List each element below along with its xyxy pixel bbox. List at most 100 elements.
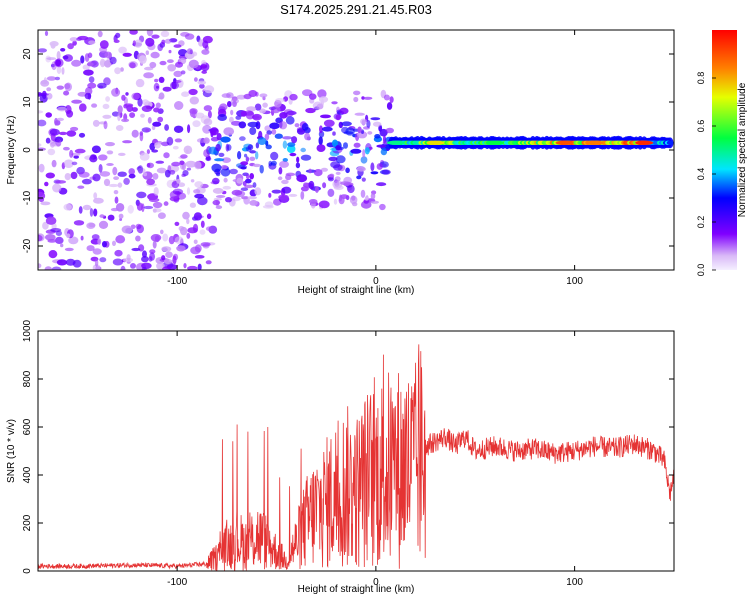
spectrogram-noise-blob bbox=[69, 149, 74, 158]
spectrogram-noise-blob bbox=[176, 245, 186, 252]
spectrogram-noise-blob bbox=[115, 125, 124, 131]
spectrogram-noise-blob bbox=[198, 39, 204, 47]
spectrogram-noise-blob bbox=[92, 173, 101, 182]
spectrogram-noise-blob bbox=[288, 193, 298, 197]
spectrogram-noise-blob bbox=[335, 145, 341, 151]
spectrogram-noise-blob bbox=[199, 83, 205, 89]
spectrogram-noise-blob bbox=[220, 167, 231, 177]
spectrogram-noise-blob bbox=[60, 243, 64, 248]
spectrogram-noise-blob bbox=[45, 112, 52, 118]
spectrogram-noise-blob bbox=[117, 171, 127, 177]
spectrogram-noise-blob bbox=[353, 142, 361, 148]
spectrogram-noise-blob bbox=[86, 222, 96, 229]
spectrogram-noise-blob bbox=[102, 114, 112, 119]
spectrogram-noise-blob bbox=[282, 140, 288, 149]
spectrogram-noise-blob bbox=[189, 202, 196, 208]
spectrogram-noise-blob bbox=[222, 185, 232, 190]
spectrogram-noise-blob bbox=[93, 197, 104, 204]
spectrogram-noise-blob bbox=[308, 180, 315, 190]
spectrogram-noise-blob bbox=[52, 183, 62, 193]
spectrogram-noise-blob bbox=[88, 76, 95, 83]
spectrogram-noise-blob bbox=[155, 102, 161, 109]
spectrogram-noise-blob bbox=[114, 196, 119, 204]
spectrogram-noise-blob bbox=[126, 254, 131, 262]
spectrogram-noise-blob bbox=[106, 150, 114, 155]
spectrogram-noise-blob bbox=[332, 139, 338, 147]
spectrogram-noise-blob bbox=[374, 134, 381, 139]
spectrogram-noise-blob bbox=[319, 125, 323, 134]
spectrogram-noise-blob bbox=[202, 40, 209, 49]
spectrogram-noise-blob bbox=[343, 131, 354, 135]
spectrogram-ridge-peak bbox=[486, 140, 505, 145]
spectrogram-noise-blob bbox=[131, 247, 141, 252]
spectrogram-noise-blob bbox=[229, 116, 234, 123]
spectrogram-noise-blob bbox=[67, 43, 74, 50]
spectrogram-noise-blob bbox=[338, 196, 345, 205]
spectrogram-noise-blob bbox=[92, 119, 100, 127]
spectrogram-noise-blob bbox=[206, 213, 212, 220]
spectrogram-noise-blob bbox=[264, 125, 271, 132]
spectrogram-noise-blob bbox=[122, 140, 133, 144]
spectrogram-noise-blob bbox=[62, 55, 69, 60]
spectrogram-noise-blob bbox=[70, 171, 78, 180]
spectrogram-noise-blob bbox=[255, 91, 259, 97]
spectrogram-noise-blob bbox=[194, 181, 204, 188]
spectrogram-noise-blob bbox=[152, 208, 157, 213]
spectrogram-noise-blob bbox=[320, 114, 331, 119]
spectrogram-noise-blob bbox=[55, 180, 67, 184]
spectrogram-noise-blob bbox=[78, 132, 86, 138]
spectrogram-noise-blob bbox=[129, 30, 138, 35]
spectrogram-noise-blob bbox=[98, 220, 109, 229]
spectrogram-noise-blob bbox=[112, 166, 118, 176]
spectrogram-noise-blob bbox=[197, 263, 202, 270]
spectrogram-noise-blob bbox=[214, 158, 225, 162]
spectrogram-noise-blob bbox=[174, 236, 184, 244]
spectrogram-ridge-core bbox=[666, 140, 674, 145]
spectrogram-noise-blob bbox=[226, 144, 232, 151]
spectrogram-noise-blob bbox=[152, 173, 159, 180]
spectrogram-noise-blob bbox=[129, 112, 136, 118]
spectrogram-noise-blob bbox=[341, 121, 352, 127]
spectrogram-noise-blob bbox=[187, 265, 198, 270]
spectrogram-noise-blob bbox=[187, 124, 191, 134]
spectrogram-noise-blob bbox=[242, 181, 247, 186]
spectrogram-noise-blob bbox=[64, 247, 74, 252]
spectrogram-noise-blob bbox=[86, 245, 95, 252]
snr-frame bbox=[37, 330, 675, 572]
spectrogram-noise-blob bbox=[146, 30, 153, 37]
spectrogram-noise-blob bbox=[333, 164, 343, 171]
spectrogram-noise-blob bbox=[204, 85, 215, 94]
spectrogram-noise-blob bbox=[180, 226, 188, 236]
spectrogram-ridge-peak bbox=[555, 140, 574, 145]
spectrogram-noise-blob bbox=[143, 205, 154, 210]
spectrogram-noise-blob bbox=[364, 147, 370, 155]
spectrogram-noise-blob bbox=[286, 110, 297, 116]
spectrogram-noise-blob bbox=[370, 193, 376, 200]
spectrogram-noise-blob bbox=[130, 263, 136, 269]
spectrogram-noise-blob bbox=[92, 264, 101, 270]
x-tick-label: 100 bbox=[566, 577, 583, 588]
spectrogram-noise-blob bbox=[118, 152, 126, 156]
spectrogram-noise-blob bbox=[161, 246, 172, 252]
spectrogram-noise-blob bbox=[349, 195, 358, 205]
spectrogram-noise-blob bbox=[271, 128, 277, 135]
spectrogram-noise-blob bbox=[240, 161, 249, 166]
spectrogram-noise-blob bbox=[63, 203, 72, 211]
spectrogram-noise-blob bbox=[45, 137, 51, 144]
spectrogram-noise-blob bbox=[350, 148, 362, 154]
spectrogram-noise-blob bbox=[360, 200, 372, 209]
spectrogram-noise-blob bbox=[108, 183, 119, 188]
spectrogram-noise-blob bbox=[102, 103, 110, 110]
spectrogram-noise-blob bbox=[38, 119, 47, 127]
spectrogram-noise-blob bbox=[247, 121, 259, 128]
spectrogram-noise-blob bbox=[152, 121, 162, 127]
spectrogram-noise-blob bbox=[93, 192, 98, 200]
spectrogram-noise-blob bbox=[209, 127, 219, 136]
spectrogram-noise-blob bbox=[54, 76, 61, 81]
spectrogram-noise-blob bbox=[112, 258, 124, 266]
spectrogram-noise-blob bbox=[331, 101, 338, 105]
spectrogram-noise-blob bbox=[61, 67, 65, 75]
spectrogram-noise-blob bbox=[164, 38, 172, 44]
spectrogram-noise-blob bbox=[194, 254, 205, 259]
